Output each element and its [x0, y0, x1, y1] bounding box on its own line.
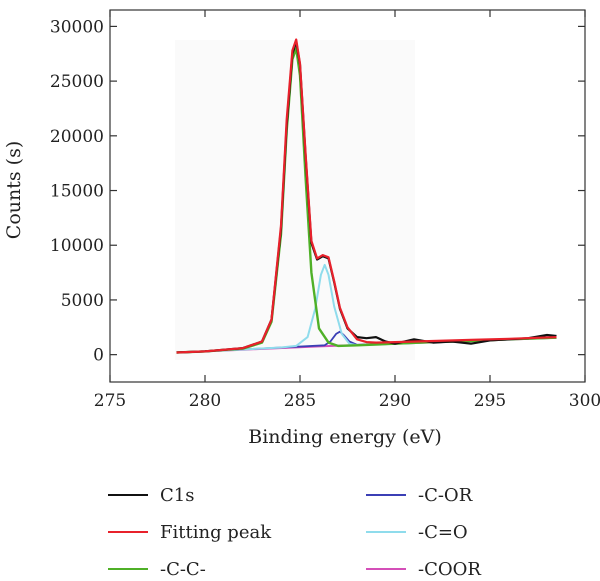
y-tick-label: 30000 [50, 17, 104, 37]
plot-background [175, 40, 415, 360]
legend-label: Fitting peak [160, 522, 272, 543]
legend-label: -C-C- [160, 559, 206, 580]
x-tick-label: 275 [94, 391, 126, 411]
y-tick-label: 5000 [61, 291, 104, 311]
y-tick-label: 20000 [50, 127, 104, 147]
legend-label: -COOR [418, 559, 481, 580]
x-tick-label: 290 [379, 391, 411, 411]
x-tick-label: 295 [474, 391, 506, 411]
legend-label: -C-OR [418, 485, 473, 506]
axes-layer: 275 280 285 290 295 300 0 5000 10000 15000 20000 25… [50, 9, 600, 411]
legend: C1s Fitting peak -C-C- -C-OR -C=O -COOR [108, 485, 481, 580]
x-tick-label: 300 [569, 391, 600, 411]
x-axis-title: Binding energy (eV) [248, 426, 442, 448]
y-tick-label: 0 [93, 346, 104, 366]
plot-frame [109, 9, 586, 383]
x-tick-label: 285 [284, 391, 316, 411]
legend-label: C1s [160, 485, 194, 506]
x-tick-label: 280 [189, 391, 221, 411]
legend-label: -C=O [418, 522, 468, 543]
y-tick-label: 25000 [50, 72, 104, 92]
series-line-fitting-peak [176, 38, 557, 354]
y-axis-title: Counts (s) [3, 141, 25, 239]
y-tick-label: 10000 [50, 236, 104, 256]
y-tick-label: 15000 [50, 182, 104, 202]
series-layer [176, 38, 557, 354]
